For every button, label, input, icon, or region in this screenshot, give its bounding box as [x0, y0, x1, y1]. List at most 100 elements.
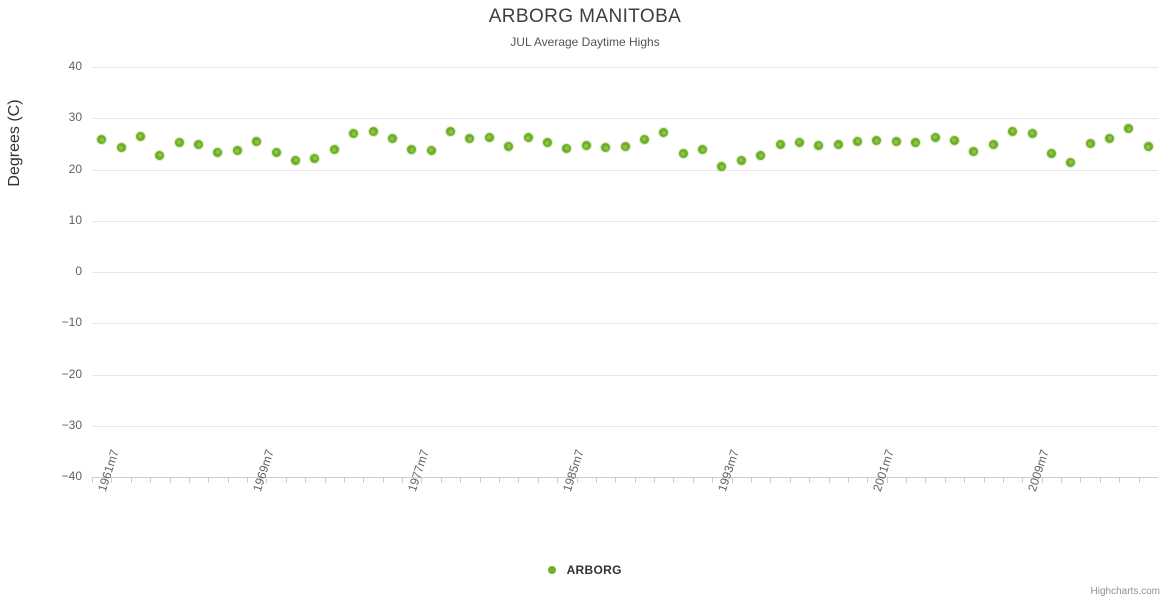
chart-legend: ARBORG	[0, 562, 1170, 577]
data-point[interactable]	[911, 138, 921, 148]
data-point[interactable]	[775, 139, 785, 149]
data-point[interactable]	[853, 136, 863, 146]
chart-title: ARBORG MANITOBA	[488, 6, 682, 27]
data-point[interactable]	[1027, 128, 1037, 138]
x-axis-tick	[402, 477, 404, 483]
circle-marker-icon	[548, 565, 557, 574]
x-axis-tick	[654, 477, 656, 483]
x-axis-tick	[111, 477, 113, 483]
data-point[interactable]	[194, 140, 204, 150]
chart-subtitle: JUL Average Daytime Highs	[510, 35, 660, 49]
data-point[interactable]	[988, 140, 998, 150]
data-point[interactable]	[116, 143, 126, 153]
x-axis-tick	[460, 477, 462, 483]
data-point[interactable]	[407, 145, 417, 154]
data-point[interactable]	[794, 137, 804, 147]
gridline	[92, 118, 1158, 120]
data-point[interactable]	[174, 137, 184, 147]
data-point[interactable]	[659, 128, 669, 138]
x-axis-tick	[285, 477, 287, 483]
data-point[interactable]	[310, 153, 320, 163]
data-point[interactable]	[1105, 133, 1115, 143]
data-point[interactable]	[1143, 142, 1153, 152]
data-point[interactable]	[291, 155, 300, 165]
x-axis-tick	[324, 477, 326, 483]
x-axis-line	[92, 477, 1158, 478]
data-point[interactable]	[736, 155, 746, 165]
data-point[interactable]	[504, 141, 514, 151]
credits-link[interactable]: Highcharts.com	[1090, 586, 1160, 597]
data-point[interactable]	[155, 150, 165, 160]
data-point[interactable]	[698, 145, 708, 154]
x-axis-tick	[1138, 477, 1140, 483]
x-axis-tick	[1061, 477, 1063, 483]
data-point[interactable]	[1085, 139, 1095, 149]
data-point[interactable]	[1124, 124, 1134, 133]
x-axis-tick	[1022, 477, 1024, 483]
data-point[interactable]	[213, 147, 223, 157]
x-axis-tick	[595, 477, 597, 483]
y-axis-tick-label: −20	[61, 366, 82, 381]
data-point[interactable]	[833, 140, 843, 150]
data-point[interactable]	[639, 134, 649, 144]
x-axis-tick	[169, 477, 171, 483]
x-axis-tick	[1099, 477, 1101, 483]
data-point[interactable]	[1066, 157, 1076, 167]
x-axis-tick	[1080, 477, 1082, 483]
data-point[interactable]	[1046, 148, 1056, 158]
x-axis-tick-label: 1977m7	[405, 447, 432, 494]
data-point[interactable]	[387, 134, 397, 144]
y-axis-tick-label: −10	[61, 315, 82, 330]
legend-item-arborg[interactable]: ARBORG	[548, 562, 621, 577]
x-axis-tick	[227, 477, 229, 483]
x-axis-tick	[789, 477, 791, 483]
data-point[interactable]	[252, 137, 262, 147]
x-axis-tick	[731, 477, 733, 483]
data-point[interactable]	[601, 143, 611, 153]
data-point[interactable]	[756, 151, 766, 161]
data-point[interactable]	[446, 127, 456, 137]
data-point[interactable]	[97, 135, 107, 145]
gridline	[92, 374, 1158, 376]
data-point[interactable]	[949, 135, 959, 145]
x-axis-tick	[576, 477, 578, 483]
data-point[interactable]	[678, 149, 688, 159]
x-axis-tick	[440, 477, 442, 483]
data-point[interactable]	[426, 145, 436, 155]
data-point[interactable]	[465, 134, 475, 144]
x-axis-tick	[692, 477, 694, 483]
x-axis-tick	[944, 477, 946, 483]
y-axis-tick-label: −30	[61, 417, 82, 432]
data-point[interactable]	[814, 140, 824, 150]
data-point[interactable]	[484, 132, 494, 142]
data-point[interactable]	[581, 141, 591, 151]
gridline	[92, 67, 1158, 68]
x-axis-tick	[247, 477, 249, 483]
data-point[interactable]	[620, 142, 630, 152]
data-point[interactable]	[969, 147, 979, 157]
data-point[interactable]	[523, 133, 533, 143]
data-point[interactable]	[271, 147, 281, 157]
data-point[interactable]	[930, 132, 940, 142]
data-point[interactable]	[872, 136, 882, 146]
data-point[interactable]	[329, 145, 339, 154]
x-axis-tick	[305, 477, 307, 483]
data-point[interactable]	[1008, 126, 1018, 136]
legend-item-label: ARBORG	[566, 562, 622, 577]
gridline	[92, 272, 1158, 273]
data-point[interactable]	[349, 129, 359, 139]
x-axis-tick	[266, 477, 268, 483]
data-point[interactable]	[717, 162, 727, 172]
data-point[interactable]	[368, 127, 378, 137]
data-point[interactable]	[542, 138, 552, 148]
x-axis-tick	[382, 477, 384, 483]
data-point[interactable]	[232, 146, 242, 156]
data-point[interactable]	[562, 143, 572, 153]
plot-area: 40 30 20 10 0 −10 −20 −30 −40 1961m7 1969m7 1977m7 1…	[62, 59, 1158, 493]
x-axis-tick	[673, 477, 675, 483]
data-point[interactable]	[891, 137, 901, 147]
data-point[interactable]	[135, 131, 145, 141]
x-axis-tick	[499, 477, 501, 483]
x-axis-tick	[130, 477, 132, 483]
